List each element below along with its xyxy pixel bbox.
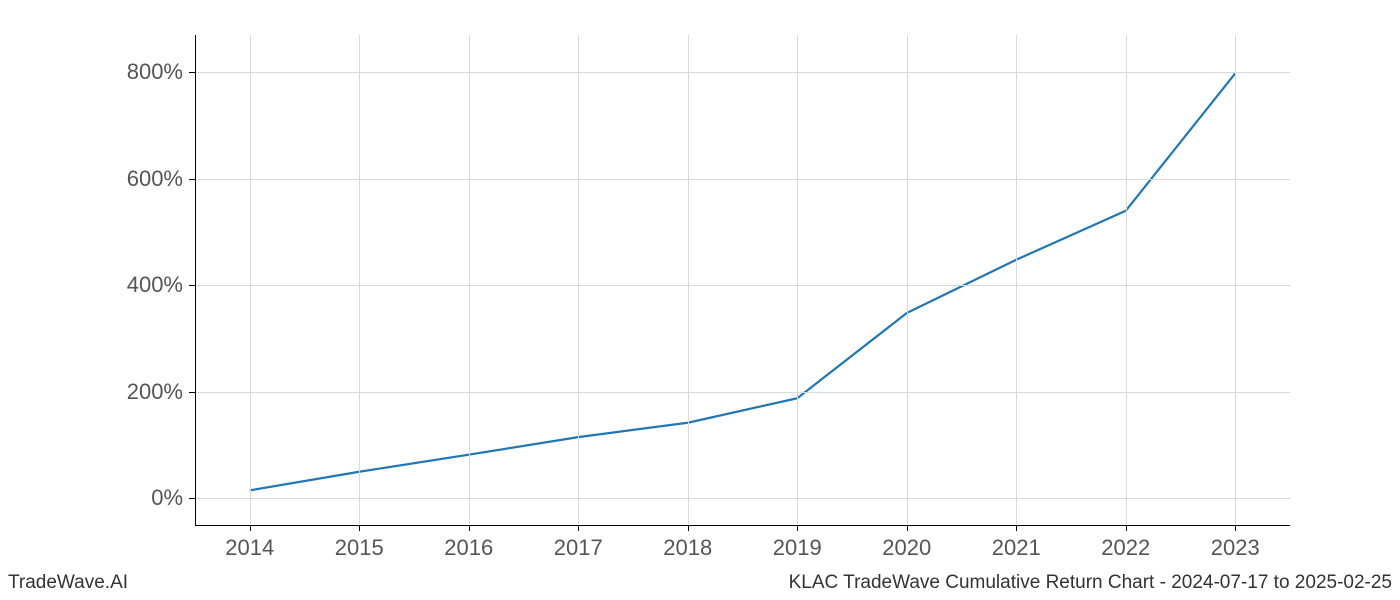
footer-left-text: TradeWave.AI	[8, 572, 128, 594]
y-tick-label: 400%	[127, 272, 183, 298]
x-tick-label: 2018	[663, 535, 712, 561]
plot-area	[195, 35, 1290, 525]
gridline-horizontal	[195, 498, 1290, 499]
y-tick-label: 200%	[127, 379, 183, 405]
gridline-vertical	[797, 35, 798, 525]
return-line	[250, 73, 1236, 490]
gridline-horizontal	[195, 72, 1290, 73]
x-tick-label: 2019	[773, 535, 822, 561]
y-tick-label: 800%	[127, 59, 183, 85]
gridline-vertical	[1126, 35, 1127, 525]
gridline-horizontal	[195, 179, 1290, 180]
x-tick-label: 2016	[444, 535, 493, 561]
y-tick-label: 0%	[151, 485, 183, 511]
x-tick-label: 2017	[554, 535, 603, 561]
gridline-vertical	[688, 35, 689, 525]
footer-right-text: KLAC TradeWave Cumulative Return Chart -…	[789, 572, 1392, 594]
y-axis-spine	[195, 35, 196, 525]
gridline-vertical	[907, 35, 908, 525]
gridline-vertical	[250, 35, 251, 525]
x-tick-label: 2021	[992, 535, 1041, 561]
gridline-horizontal	[195, 285, 1290, 286]
gridline-vertical	[578, 35, 579, 525]
chart-container: 2014 2015 2016 2017 2018 2019 2020 2021 2022 2023…	[0, 0, 1400, 600]
gridline-horizontal	[195, 392, 1290, 393]
x-axis-spine	[195, 525, 1290, 526]
x-tick-label: 2020	[882, 535, 931, 561]
y-tick-label: 600%	[127, 166, 183, 192]
gridline-vertical	[359, 35, 360, 525]
gridline-vertical	[1016, 35, 1017, 525]
gridline-vertical	[1235, 35, 1236, 525]
x-tick-label: 2014	[225, 535, 274, 561]
x-tick-label: 2022	[1101, 535, 1150, 561]
x-tick-label: 2023	[1211, 535, 1260, 561]
gridline-vertical	[469, 35, 470, 525]
x-tick-label: 2015	[335, 535, 384, 561]
